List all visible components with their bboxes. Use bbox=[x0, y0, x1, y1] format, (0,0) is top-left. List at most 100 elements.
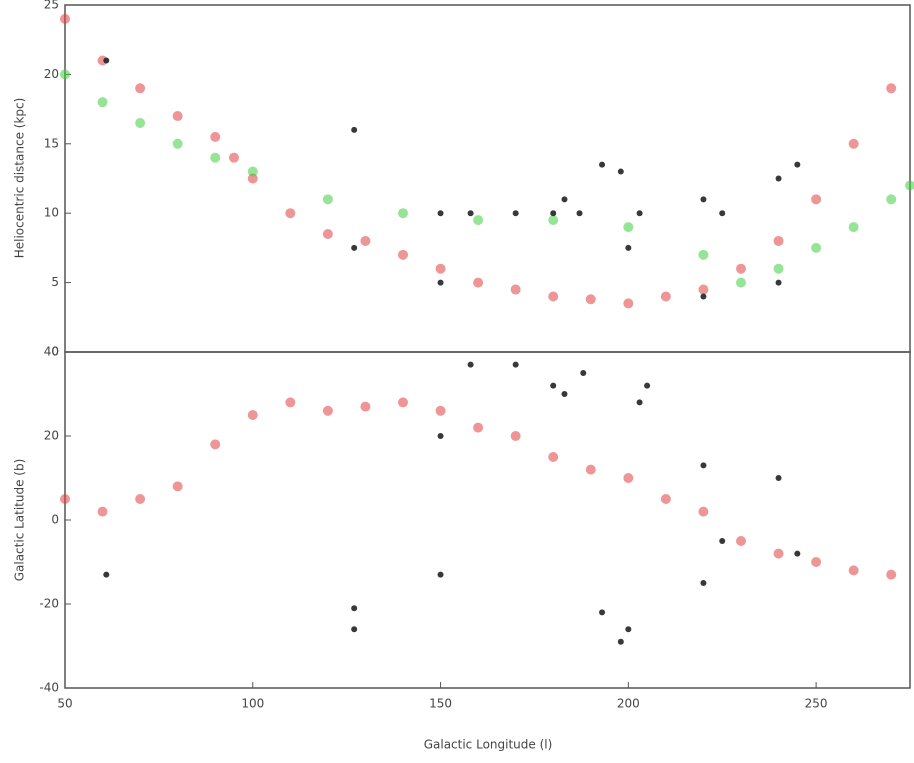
point bbox=[247, 166, 258, 177]
point bbox=[285, 208, 296, 219]
point bbox=[322, 405, 333, 416]
point bbox=[700, 196, 707, 203]
point bbox=[247, 410, 258, 420]
y-tick-label: 10 bbox=[44, 206, 59, 220]
point bbox=[351, 244, 358, 251]
point bbox=[135, 494, 146, 504]
point bbox=[644, 382, 651, 389]
point bbox=[585, 294, 596, 305]
point bbox=[617, 168, 624, 175]
point bbox=[210, 439, 221, 450]
x-tick-label: 150 bbox=[429, 697, 452, 711]
point bbox=[625, 626, 632, 633]
point bbox=[736, 263, 746, 274]
y-tick-label: 0 bbox=[51, 345, 59, 359]
point bbox=[886, 83, 897, 94]
point bbox=[473, 422, 484, 433]
point bbox=[510, 284, 521, 295]
bottom-panel-frame bbox=[64, 351, 911, 689]
point bbox=[623, 473, 634, 483]
point bbox=[775, 279, 782, 286]
point bbox=[700, 580, 707, 586]
point bbox=[576, 210, 583, 217]
point bbox=[172, 111, 183, 122]
point bbox=[660, 494, 671, 504]
x-tick-label: 250 bbox=[805, 697, 828, 711]
point bbox=[660, 291, 671, 302]
y-tick-label: 20 bbox=[44, 67, 59, 81]
y-tick-label: 20 bbox=[44, 429, 59, 443]
point bbox=[247, 173, 258, 184]
x-tick-label: 200 bbox=[617, 697, 640, 711]
point bbox=[103, 57, 110, 64]
y-tick-label: 25 bbox=[44, 0, 59, 12]
point bbox=[811, 242, 822, 253]
point bbox=[698, 284, 709, 295]
point bbox=[103, 571, 110, 578]
point bbox=[398, 208, 408, 219]
point bbox=[97, 506, 108, 517]
point bbox=[437, 571, 444, 578]
point bbox=[210, 152, 221, 163]
point bbox=[437, 210, 444, 217]
point bbox=[60, 13, 70, 24]
point bbox=[773, 548, 784, 559]
point bbox=[548, 452, 559, 462]
point bbox=[848, 222, 859, 233]
point bbox=[437, 433, 444, 439]
y-axis-label: Galactic Latitude (b) bbox=[13, 459, 27, 582]
point bbox=[625, 244, 632, 251]
point bbox=[698, 249, 709, 260]
point bbox=[698, 506, 709, 517]
point bbox=[617, 638, 624, 645]
point bbox=[811, 557, 822, 567]
point bbox=[794, 550, 801, 557]
x-axis-label: Galactic Longitude (l) bbox=[424, 738, 553, 752]
point bbox=[775, 175, 782, 182]
top-panel-frame bbox=[64, 4, 911, 353]
y-tick-label: -40 bbox=[39, 681, 59, 695]
point bbox=[636, 399, 643, 406]
point bbox=[550, 382, 557, 389]
point bbox=[599, 161, 606, 168]
point bbox=[585, 464, 596, 475]
point bbox=[599, 609, 606, 616]
y-tick-label: -20 bbox=[39, 597, 59, 611]
point bbox=[351, 605, 358, 612]
point bbox=[467, 210, 474, 217]
point bbox=[700, 462, 707, 469]
point bbox=[210, 131, 221, 142]
point bbox=[636, 210, 643, 217]
point bbox=[512, 361, 519, 368]
point bbox=[736, 277, 746, 288]
point bbox=[135, 83, 146, 94]
y-tick-label: 40 bbox=[44, 345, 59, 359]
y-tick-label: 15 bbox=[44, 136, 59, 150]
point bbox=[580, 370, 587, 376]
point bbox=[848, 138, 859, 149]
point bbox=[473, 277, 484, 288]
point bbox=[60, 494, 70, 504]
point bbox=[561, 196, 568, 203]
point bbox=[285, 397, 296, 408]
point bbox=[360, 401, 371, 412]
point bbox=[623, 222, 634, 233]
point bbox=[794, 161, 801, 168]
point bbox=[811, 194, 822, 205]
point bbox=[473, 215, 484, 226]
x-tick-label: 100 bbox=[241, 697, 264, 711]
y-axis-label: Heliocentric distance (kpc) bbox=[13, 98, 27, 259]
point bbox=[510, 431, 521, 441]
point bbox=[773, 235, 784, 246]
point bbox=[398, 397, 408, 408]
y-tick-label: 5 bbox=[51, 275, 59, 289]
point bbox=[550, 210, 557, 217]
point bbox=[229, 152, 239, 163]
point bbox=[561, 391, 568, 397]
point bbox=[886, 569, 897, 580]
point bbox=[172, 138, 183, 149]
point bbox=[398, 249, 408, 260]
point bbox=[719, 538, 726, 544]
point bbox=[548, 215, 559, 226]
